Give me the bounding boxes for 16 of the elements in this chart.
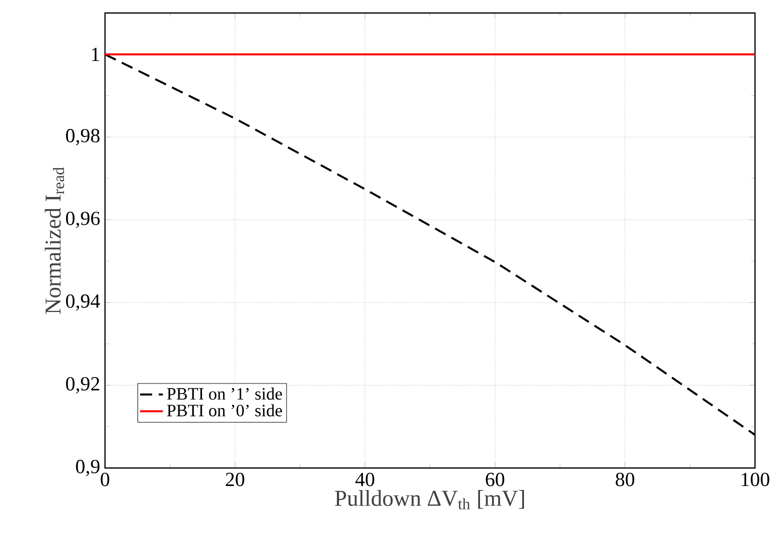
x-tick-label: 40: [355, 472, 374, 486]
x-tick-label: 100: [742, 472, 770, 486]
y-tick-label: 1: [92, 48, 100, 61]
y-tick-label: 0,96: [66, 212, 100, 228]
x-tick-label: 0: [100, 472, 110, 486]
y-tick-label: 0,94: [66, 294, 100, 311]
y-tick-label: 0,9: [76, 460, 100, 476]
y-tick-label: 0,92: [66, 377, 100, 394]
y-tick-label: 0,98: [66, 128, 100, 146]
x-axis-title: Pulldown ΔV$_{th}$ [mV]: [335, 490, 524, 510]
x-tick-label: 60: [486, 472, 504, 486]
x-tick-label: 20: [226, 472, 244, 486]
x-tick-label: 80: [616, 472, 634, 486]
legend-label: PBTI on ’1’ side: [167, 388, 282, 400]
legend-label: PBTI on ’0’ side: [167, 404, 282, 416]
y-axis-title: Normalized I$_{read}$: [44, 167, 64, 314]
